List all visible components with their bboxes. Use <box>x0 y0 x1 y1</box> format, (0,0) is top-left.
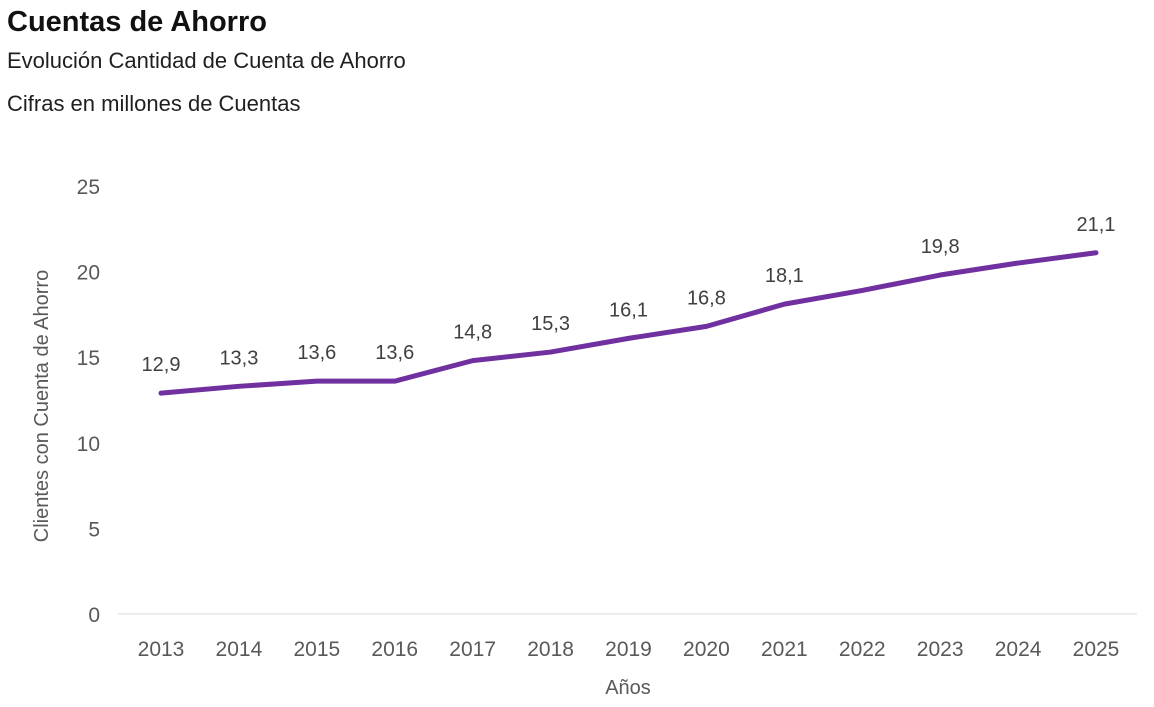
chart-subtitle-line2: Cifras en millones de Cuentas <box>7 91 301 117</box>
x-tick-label: 2024 <box>995 638 1042 661</box>
x-tick-label: 2013 <box>138 638 185 661</box>
chart-header: Cuentas de Ahorro Evolución Cantidad de … <box>0 0 1154 126</box>
chart-subtitle-line1: Evolución Cantidad de Cuenta de Ahorro <box>7 48 406 74</box>
data-label: 13,6 <box>375 342 414 364</box>
x-tick-label: 2017 <box>449 638 496 661</box>
data-label: 13,6 <box>297 342 336 364</box>
y-tick-label: 25 <box>77 176 100 199</box>
data-label: 19,8 <box>921 236 960 258</box>
x-tick-label: 2025 <box>1073 638 1120 661</box>
x-tick-label: 2021 <box>761 638 808 661</box>
series-line <box>158 250 1099 396</box>
data-label: 15,3 <box>531 313 570 335</box>
chart-title: Cuentas de Ahorro <box>7 6 267 38</box>
y-tick-label: 5 <box>88 518 100 541</box>
x-tick-label: 2019 <box>605 638 652 661</box>
data-label: 13,3 <box>219 347 258 369</box>
x-axis-title: Años <box>605 677 651 699</box>
x-tick-label: 2015 <box>293 638 340 661</box>
y-axis-title: Clientes con Cuenta de Ahorro <box>31 270 53 542</box>
x-tick-label: 2018 <box>527 638 574 661</box>
x-tick-label: 2016 <box>371 638 418 661</box>
line-chart: Clientes con Cuenta de Ahorro Años 0 5 10 1… <box>0 126 1154 707</box>
chart-canvas: Clientes con Cuenta de Ahorro Años 0 5 10 1… <box>31 176 1137 699</box>
y-tick-label: 10 <box>77 433 100 456</box>
y-tick-label: 0 <box>88 604 100 627</box>
y-tick-label: 15 <box>77 347 100 370</box>
x-tick-label: 2023 <box>917 638 964 661</box>
data-label: 16,1 <box>609 299 648 321</box>
data-label: 18,1 <box>765 265 804 287</box>
x-tick-label: 2022 <box>839 638 886 661</box>
y-tick-label: 20 <box>77 262 100 285</box>
data-label: 16,8 <box>687 287 726 309</box>
data-label: 21,1 <box>1077 214 1116 236</box>
x-tick-label: 2014 <box>216 638 263 661</box>
data-label: 14,8 <box>453 322 492 344</box>
data-label: 12,9 <box>142 354 181 376</box>
x-tick-label: 2020 <box>683 638 730 661</box>
